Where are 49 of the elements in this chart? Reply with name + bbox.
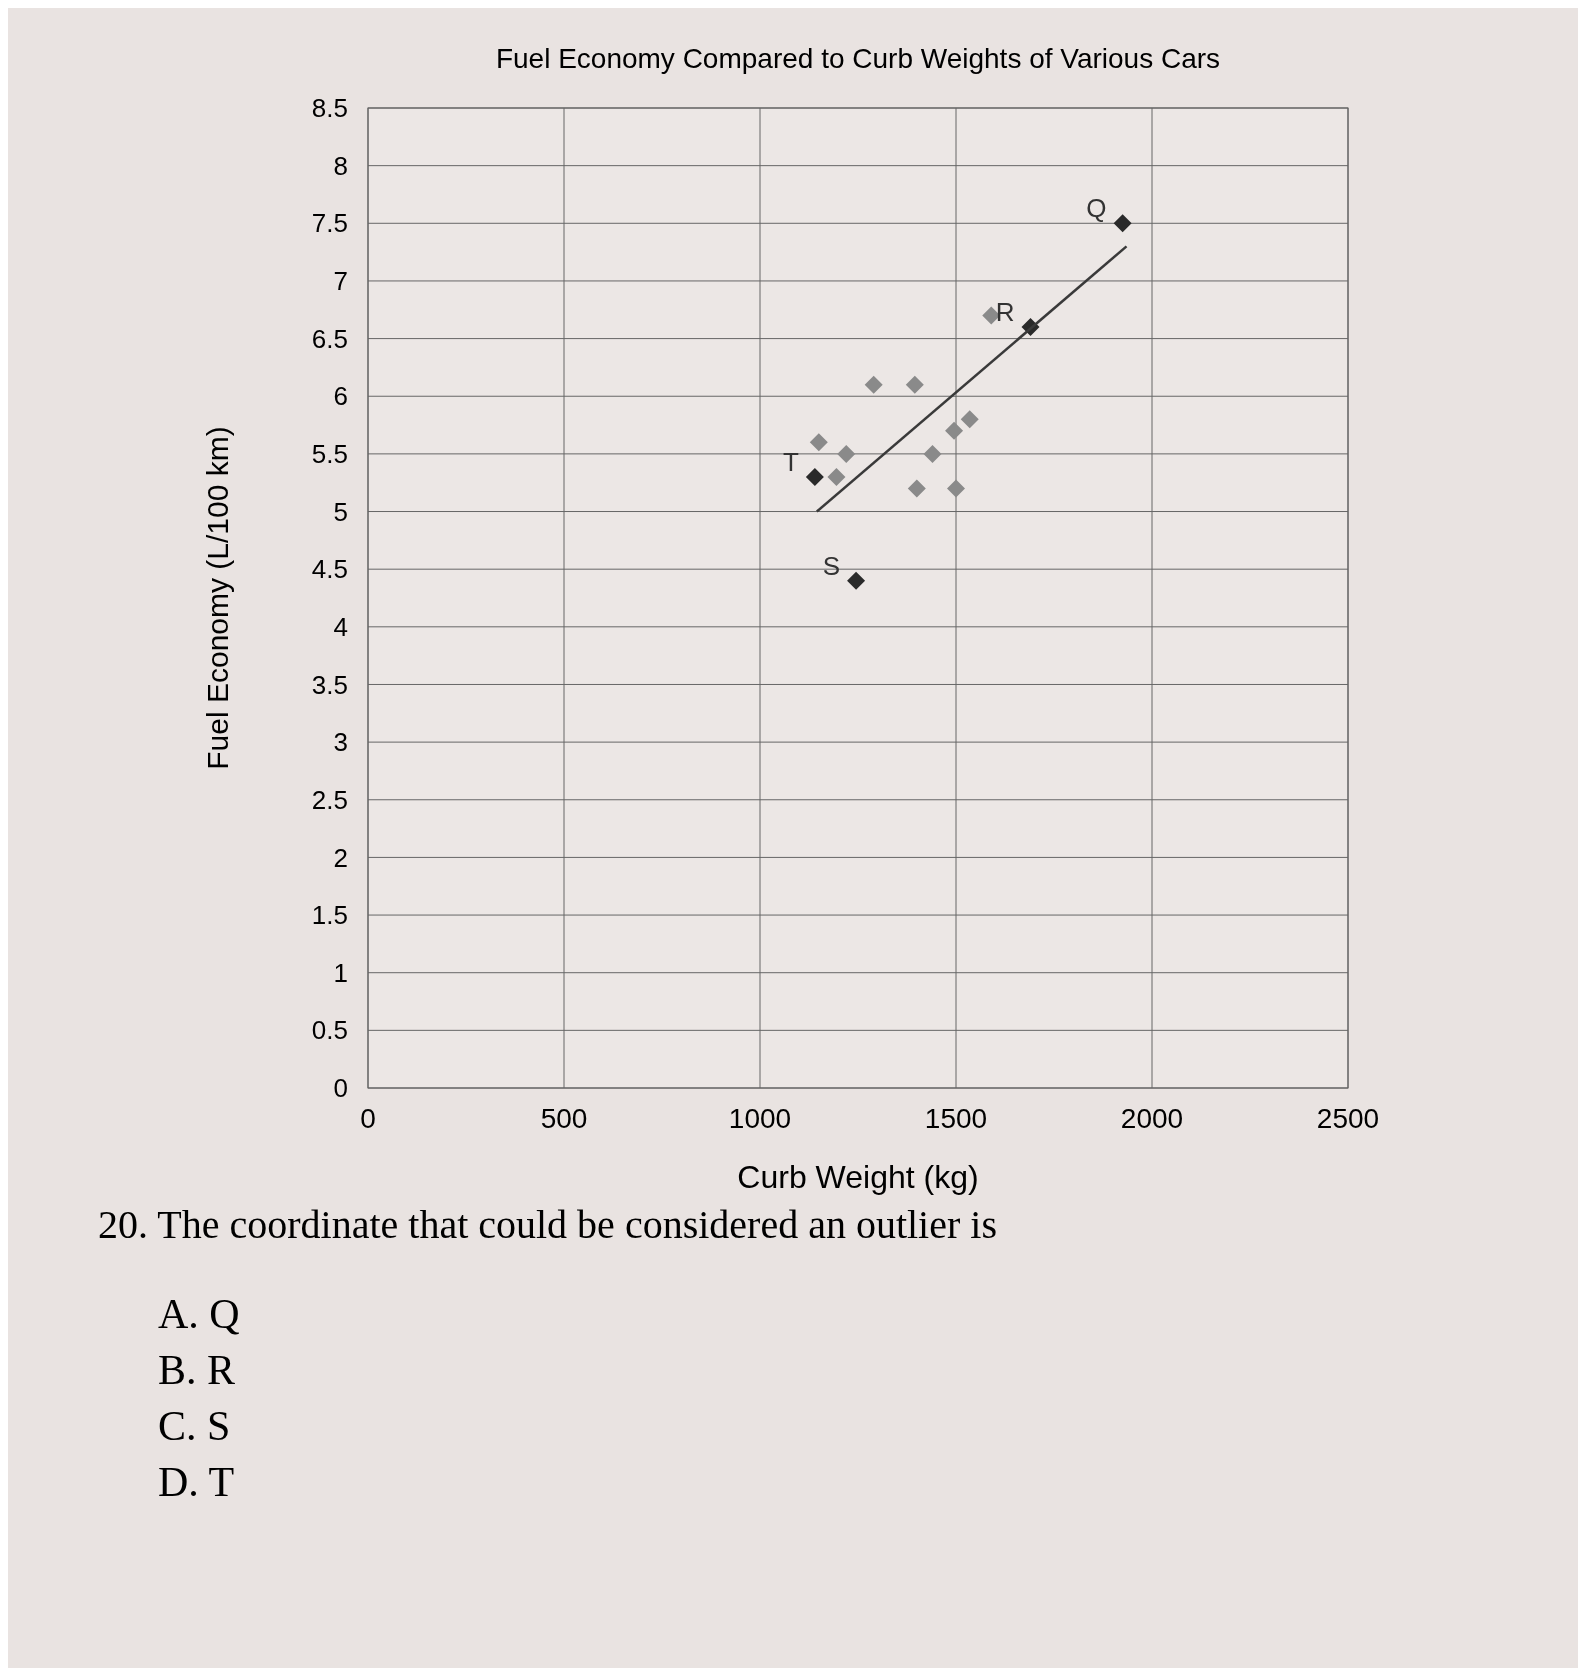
y-tick-label: 7 bbox=[333, 266, 348, 297]
x-tick-label: 2500 bbox=[1316, 1103, 1380, 1134]
point bbox=[923, 444, 942, 463]
y-tick-label: 2.5 bbox=[311, 784, 348, 815]
point bbox=[1113, 214, 1132, 233]
x-tick-label: 1000 bbox=[728, 1103, 792, 1134]
point bbox=[805, 467, 824, 486]
annotation: T bbox=[782, 446, 799, 477]
point bbox=[907, 479, 926, 498]
annotation: S bbox=[822, 550, 841, 581]
chart-title: Fuel Economy Compared to Curb Weights of Various Cars bbox=[495, 43, 1221, 74]
text: B. R bbox=[158, 1347, 236, 1393]
y-tick-label: 4 bbox=[333, 611, 348, 642]
x-tick-label: 2000 bbox=[1120, 1103, 1184, 1134]
y-tick-label: 1 bbox=[333, 957, 348, 988]
x-tick-label: 500 bbox=[540, 1103, 588, 1134]
annotation: R bbox=[995, 297, 1015, 328]
point bbox=[905, 375, 924, 394]
text: A. Q bbox=[158, 1291, 240, 1337]
point bbox=[837, 444, 856, 463]
y-tick-label: 5 bbox=[333, 496, 348, 527]
y-tick-label: 5.5 bbox=[311, 438, 348, 469]
y-tick-label: 2 bbox=[333, 842, 348, 873]
y-tick-label: 0.5 bbox=[311, 1015, 348, 1046]
point bbox=[960, 410, 979, 429]
x-tick-label: 1500 bbox=[924, 1103, 988, 1134]
point bbox=[847, 571, 866, 590]
y-tick-label: 3 bbox=[333, 727, 348, 758]
y-tick-label: 4.5 bbox=[311, 554, 348, 585]
y-tick-label: 7.5 bbox=[311, 208, 348, 239]
point bbox=[827, 467, 846, 486]
point bbox=[947, 479, 965, 498]
annotation: Q bbox=[1086, 193, 1107, 224]
y-tick-label: 0 bbox=[333, 1073, 348, 1104]
y-tick-label: 8 bbox=[333, 150, 348, 181]
y-tick-label: 1.5 bbox=[311, 900, 348, 931]
y-axis-title: Fuel Economy (L/100 km) bbox=[201, 426, 234, 770]
y-tick-label: 6 bbox=[333, 381, 348, 412]
y-tick-label: 6.5 bbox=[311, 323, 348, 354]
point bbox=[809, 433, 828, 452]
text: C. S bbox=[158, 1403, 231, 1449]
y-tick-label: 3.5 bbox=[311, 669, 348, 700]
point bbox=[945, 421, 964, 440]
point bbox=[864, 375, 883, 394]
x-tick-label: 0 bbox=[360, 1103, 376, 1134]
text: 20. The coordinate that could be considered an outlier is bbox=[98, 1202, 997, 1247]
y-tick-label: 8.5 bbox=[311, 93, 348, 124]
x-axis-title: Curb Weight (kg) bbox=[737, 1159, 979, 1195]
text: D. T bbox=[158, 1459, 235, 1505]
